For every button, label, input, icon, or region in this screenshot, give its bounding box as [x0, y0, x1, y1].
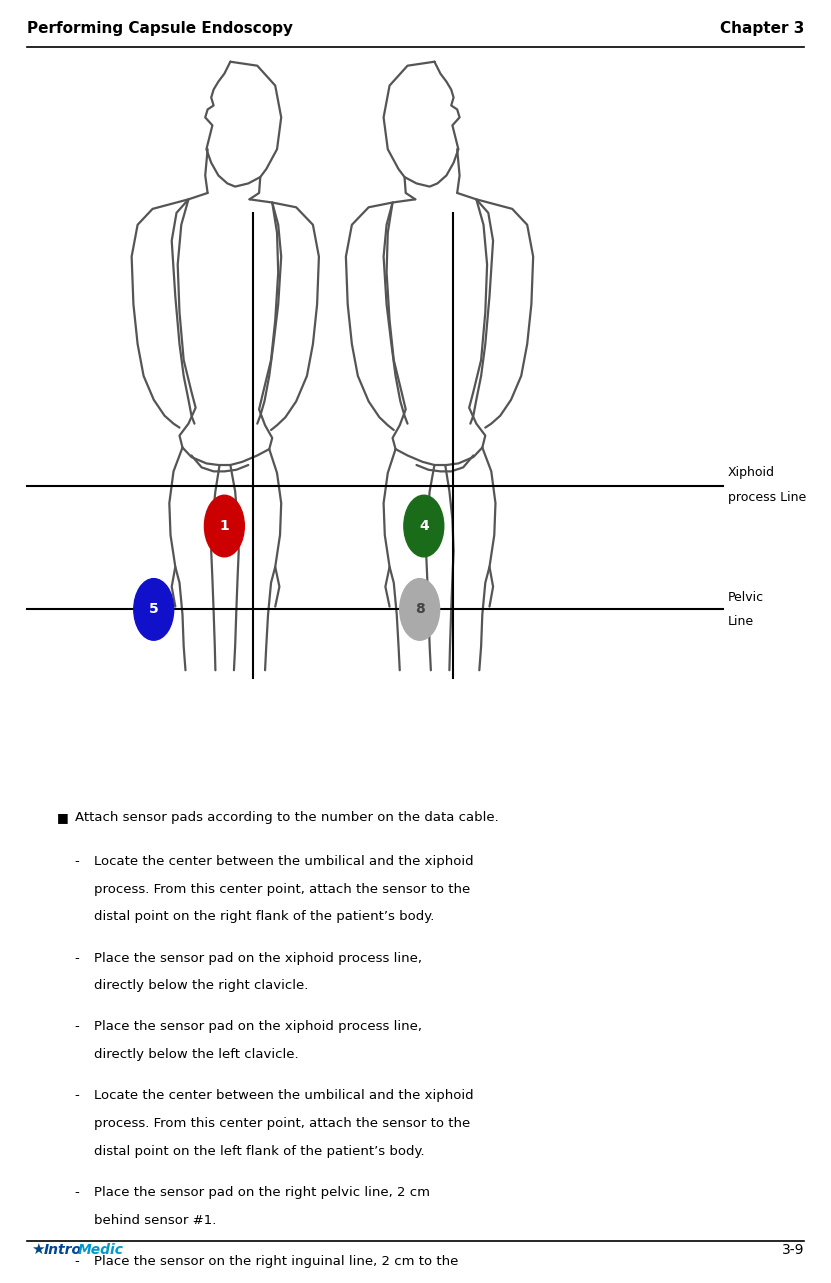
Text: 4: 4 — [419, 520, 429, 532]
Circle shape — [134, 579, 174, 640]
Circle shape — [400, 579, 440, 640]
Text: 5: 5 — [149, 603, 159, 616]
Text: process Line: process Line — [728, 491, 806, 504]
Text: Intro: Intro — [43, 1243, 81, 1257]
Text: distal point on the right flank of the patient’s body.: distal point on the right flank of the p… — [94, 910, 435, 924]
Text: -: - — [75, 1020, 80, 1034]
Text: 3-9: 3-9 — [782, 1243, 804, 1257]
Text: behind sensor #1.: behind sensor #1. — [94, 1214, 216, 1227]
Text: process. From this center point, attach the sensor to the: process. From this center point, attach … — [94, 883, 470, 896]
Text: Chapter 3: Chapter 3 — [720, 21, 804, 36]
Text: Line: Line — [728, 615, 754, 627]
Text: 8: 8 — [415, 603, 425, 616]
Text: directly below the left clavicle.: directly below the left clavicle. — [94, 1048, 298, 1061]
Text: -: - — [75, 952, 80, 965]
Text: Place the sensor pad on the xiphoid process line,: Place the sensor pad on the xiphoid proc… — [94, 952, 422, 965]
Circle shape — [404, 495, 444, 557]
Text: directly below the right clavicle.: directly below the right clavicle. — [94, 979, 308, 992]
Text: Medic: Medic — [77, 1243, 123, 1257]
Text: -: - — [75, 854, 80, 869]
Text: Attach sensor pads according to the number on the data cable.: Attach sensor pads according to the numb… — [75, 811, 499, 824]
Circle shape — [204, 495, 244, 557]
Text: -: - — [75, 1255, 80, 1268]
Text: Place the sensor pad on the right pelvic line, 2 cm: Place the sensor pad on the right pelvic… — [94, 1185, 430, 1200]
Text: Place the sensor on the right inguinal line, 2 cm to the: Place the sensor on the right inguinal l… — [94, 1255, 458, 1268]
Text: Locate the center between the umbilical and the xiphoid: Locate the center between the umbilical … — [94, 1089, 474, 1102]
Text: Place the sensor pad on the xiphoid process line,: Place the sensor pad on the xiphoid proc… — [94, 1020, 422, 1034]
Text: Pelvic: Pelvic — [728, 591, 764, 604]
Text: -: - — [75, 1089, 80, 1102]
Text: process. From this center point, attach the sensor to the: process. From this center point, attach … — [94, 1117, 470, 1130]
Text: ★: ★ — [31, 1242, 44, 1257]
Text: Xiphoid: Xiphoid — [728, 466, 775, 479]
Text: ■: ■ — [57, 811, 68, 824]
Text: 1: 1 — [219, 520, 229, 532]
Text: Locate the center between the umbilical and the xiphoid: Locate the center between the umbilical … — [94, 854, 474, 869]
Text: -: - — [75, 1185, 80, 1200]
Text: Performing Capsule Endoscopy: Performing Capsule Endoscopy — [27, 21, 293, 36]
Text: distal point on the left flank of the patient’s body.: distal point on the left flank of the pa… — [94, 1144, 425, 1157]
